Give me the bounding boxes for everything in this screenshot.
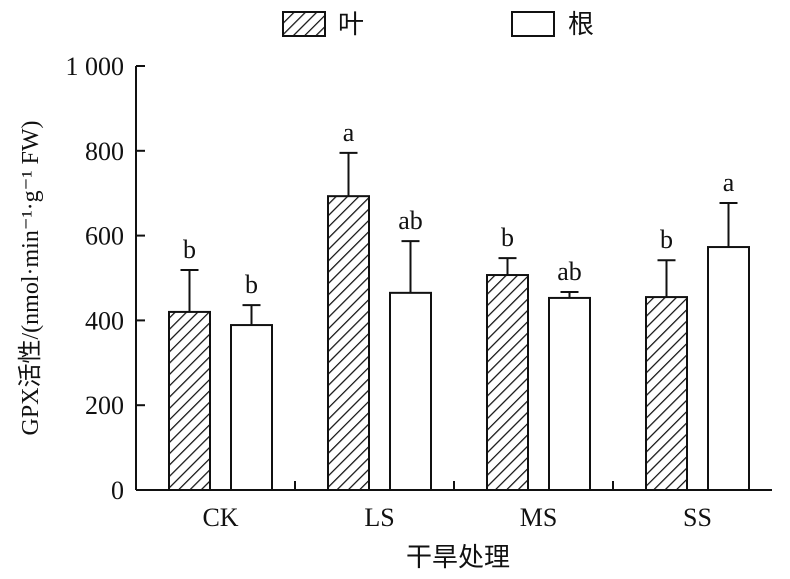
significance-label: b xyxy=(183,235,196,264)
legend: 叶 根 xyxy=(282,10,594,39)
legend-label-root: 根 xyxy=(568,10,594,39)
bar-root-ms xyxy=(548,296,591,492)
legend-swatch-root xyxy=(511,11,555,37)
significance-label: a xyxy=(723,168,735,197)
bar-root-ss xyxy=(707,246,750,491)
y-tick-label: 600 xyxy=(85,222,124,251)
x-tick-label: SS xyxy=(683,503,712,532)
legend-label-leaf: 叶 xyxy=(338,10,364,39)
significance-label: a xyxy=(343,118,355,147)
significance-label: ab xyxy=(557,257,582,286)
significance-label: b xyxy=(501,223,514,252)
x-tick-label: MS xyxy=(520,503,558,532)
y-tick-label: 0 xyxy=(111,476,124,505)
y-tick-label: 200 xyxy=(85,391,124,420)
x-tick-label: CK xyxy=(202,503,238,532)
significance-label: ab xyxy=(398,206,423,235)
significance-label: b xyxy=(245,270,258,299)
y-tick-label: 400 xyxy=(85,306,124,335)
bar-root-ck xyxy=(230,324,273,491)
bar-leaf-ck xyxy=(168,310,211,492)
bar-leaf-ms xyxy=(486,274,529,492)
y-tick-label: 800 xyxy=(85,137,124,166)
significance-label: b xyxy=(660,225,673,254)
bar-root-ls xyxy=(389,291,432,491)
y-axis-label: GPX活性/(nmol·min⁻¹·g⁻¹ FW) xyxy=(17,120,44,435)
x-axis-label: 干旱处理 xyxy=(406,543,510,572)
bar-leaf-ls xyxy=(327,195,370,491)
y-tick-label: 1 000 xyxy=(66,52,125,81)
x-tick-label: LS xyxy=(364,503,394,532)
legend-swatch-leaf xyxy=(282,11,326,37)
bar-leaf-ss xyxy=(645,296,688,491)
